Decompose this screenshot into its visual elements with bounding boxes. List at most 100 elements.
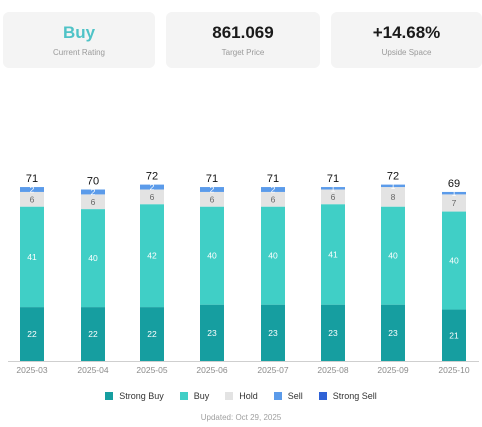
legend-swatch-strong-sell [318, 392, 327, 400]
bar-total-label: 71 [206, 173, 218, 185]
segment-label-buy: 41 [328, 249, 338, 259]
x-tick-label: 2025-06 [196, 365, 227, 375]
bar-segment-hold [381, 187, 405, 207]
bar-segment-hold [81, 194, 105, 210]
x-tick-label: 2025-09 [377, 365, 408, 375]
segment-label-strong-buy: 22 [88, 329, 98, 339]
legend-label-hold: Hold [239, 391, 258, 401]
bar-segment-buy [321, 204, 345, 305]
legend-item-strong-buy[interactable]: Strong Buy [105, 391, 164, 401]
legend-item-sell[interactable]: Sell [273, 391, 303, 401]
legend-label-sell: Sell [287, 391, 303, 401]
legend-item-strong-sell[interactable]: Strong Sell [318, 391, 377, 401]
segment-label-strong-buy: 21 [449, 330, 459, 340]
bar-segment-sell [321, 187, 345, 190]
segment-label-hold: 7 [452, 198, 457, 208]
bar-segment-hold [20, 191, 44, 207]
segment-label-buy: 40 [88, 253, 98, 263]
bar-total-label: 69 [448, 178, 460, 190]
segment-label-hold: 6 [91, 197, 96, 207]
bar-segment-hold [442, 194, 466, 212]
segment-label-hold: 6 [30, 194, 35, 204]
bar-segment-hold [321, 189, 345, 205]
segment-label-sell: 2 [30, 185, 35, 195]
target-price-label: Target Price [221, 48, 265, 57]
upside-label: Upside Space [381, 48, 432, 57]
bar-segment-buy [20, 206, 44, 308]
segment-label-sell: 2 [271, 185, 276, 195]
bar-segment-strong-buy [261, 304, 285, 361]
bar-segment-strong-buy [81, 307, 105, 361]
bar-segment-sell [200, 187, 224, 192]
bar-segment-buy [381, 206, 405, 305]
legend-swatch-buy [179, 392, 188, 400]
bar-segment-buy [140, 204, 164, 308]
segment-label-buy: 40 [207, 251, 217, 261]
legend-swatch-hold [225, 392, 234, 400]
segment-label-strong-buy: 23 [207, 328, 217, 338]
bar-segment-sell [81, 189, 105, 195]
x-tick-label: 2025-10 [438, 365, 469, 375]
rating-label: Current Rating [52, 48, 106, 57]
bar-segment-strong-buy [20, 307, 44, 361]
bar-segment-sell [140, 184, 164, 190]
bar-total-label: 72 [387, 171, 399, 183]
segment-label-buy: 42 [147, 251, 157, 261]
legend-label-buy: Buy [193, 391, 210, 401]
bar-total-label: 71 [267, 173, 279, 185]
summary-cards: Buy Current Rating 861.069 Target Price … [3, 12, 482, 68]
segment-label-sell: 1 [331, 183, 336, 193]
legend-swatch-strong-buy [105, 392, 114, 400]
segment-label-strong-buy: 22 [27, 329, 37, 339]
bar-segment-strong-buy [381, 304, 405, 361]
segment-label-strong-buy: 23 [268, 328, 278, 338]
segment-label-strong-buy: 22 [147, 329, 157, 339]
analyst-ratings-chart: 224162712025-03224062702025-042242627220… [8, 171, 479, 375]
chart-legend: Strong Buy Buy Hold Sell Strong Sell [0, 391, 482, 401]
bar-segment-hold [140, 189, 164, 205]
segment-label-buy: 40 [449, 256, 459, 266]
legend-label-strong-sell: Strong Sell [332, 391, 377, 401]
legend-item-hold[interactable]: Hold [225, 391, 258, 401]
segment-label-hold: 6 [331, 192, 336, 202]
bar-total-label: 70 [87, 176, 99, 188]
segment-label-buy: 40 [388, 251, 398, 261]
bar-total-label: 71 [327, 173, 339, 185]
x-tick-label: 2025-07 [257, 365, 288, 375]
segment-label-sell: 1 [391, 181, 396, 191]
bar-segment-buy [261, 206, 285, 305]
segment-label-buy: 40 [268, 251, 278, 261]
bar-segment-strong-buy [321, 304, 345, 361]
legend-swatch-sell [273, 392, 282, 400]
bar-segment-buy [200, 206, 224, 305]
segment-label-sell: 2 [210, 185, 215, 195]
segment-label-strong-buy: 23 [328, 328, 338, 338]
segment-label-sell: 2 [150, 182, 155, 192]
segment-label-hold: 8 [391, 192, 396, 202]
segment-label-strong-buy: 23 [388, 328, 398, 338]
bar-segment-sell [381, 184, 405, 188]
bar-segment-buy [81, 209, 105, 308]
target-card: 861.069 Target Price [166, 12, 320, 68]
bar-segment-buy [442, 211, 466, 310]
segment-label-buy: 41 [27, 252, 37, 262]
bar-segment-sell [442, 191, 466, 195]
legend-item-buy[interactable]: Buy [179, 391, 210, 401]
updated-timestamp: Updated: Oct 29, 2025 [200, 413, 282, 422]
bar-total-label: 72 [146, 171, 158, 183]
segment-label-sell: 2 [91, 187, 96, 197]
segment-label-hold: 6 [210, 194, 215, 204]
x-tick-label: 2025-04 [77, 365, 108, 375]
upside-value: +14.68% [372, 23, 441, 42]
bar-segment-strong-buy [140, 307, 164, 361]
bar-segment-hold [261, 191, 285, 207]
rating-card: Buy Current Rating [3, 12, 155, 68]
bar-segment-sell [20, 187, 44, 192]
x-tick-label: 2025-03 [16, 365, 47, 375]
target-price-value: 861.069 [212, 23, 274, 42]
upside-card: +14.68% Upside Space [331, 12, 482, 68]
segment-label-hold: 6 [271, 194, 276, 204]
bar-segment-hold [200, 191, 224, 207]
bar-segment-sell [261, 187, 285, 192]
bar-total-label: 71 [26, 173, 38, 185]
